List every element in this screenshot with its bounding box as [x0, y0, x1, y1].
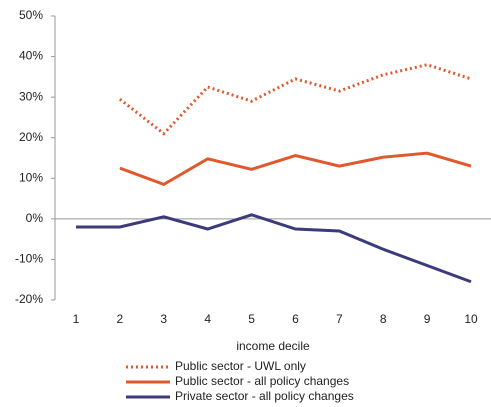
x-tick-label: 2 — [117, 312, 124, 326]
x-tick-label: 10 — [464, 312, 478, 326]
legend-label: Public sector - all policy changes — [175, 374, 349, 388]
series-line — [76, 213, 472, 284]
series-line — [118, 63, 472, 136]
y-tick-label: 50% — [19, 8, 43, 22]
y-tick-label: 20% — [19, 130, 43, 144]
legend-label: Public sector - UWL only — [175, 359, 306, 373]
x-tick-label: 9 — [424, 312, 431, 326]
y-tick-label: 0% — [26, 211, 44, 225]
x-tick-label: 5 — [248, 312, 255, 326]
y-tick-label: 10% — [19, 170, 43, 184]
y-tick-label: 30% — [19, 89, 43, 103]
x-tick-label: 1 — [73, 312, 80, 326]
x-tick-label: 3 — [160, 312, 167, 326]
x-axis-label: income decile — [236, 339, 310, 353]
y-tick-label: -20% — [15, 292, 43, 306]
x-tick-label: 4 — [204, 312, 211, 326]
series-line — [119, 151, 472, 187]
x-tick-label: 8 — [380, 312, 387, 326]
x-tick-label: 7 — [336, 312, 343, 326]
x-tick-label: 6 — [292, 312, 299, 326]
y-tick-label: 40% — [19, 49, 43, 63]
y-tick-label: -10% — [15, 252, 43, 266]
legend-label: Private sector - all policy changes — [175, 389, 354, 403]
